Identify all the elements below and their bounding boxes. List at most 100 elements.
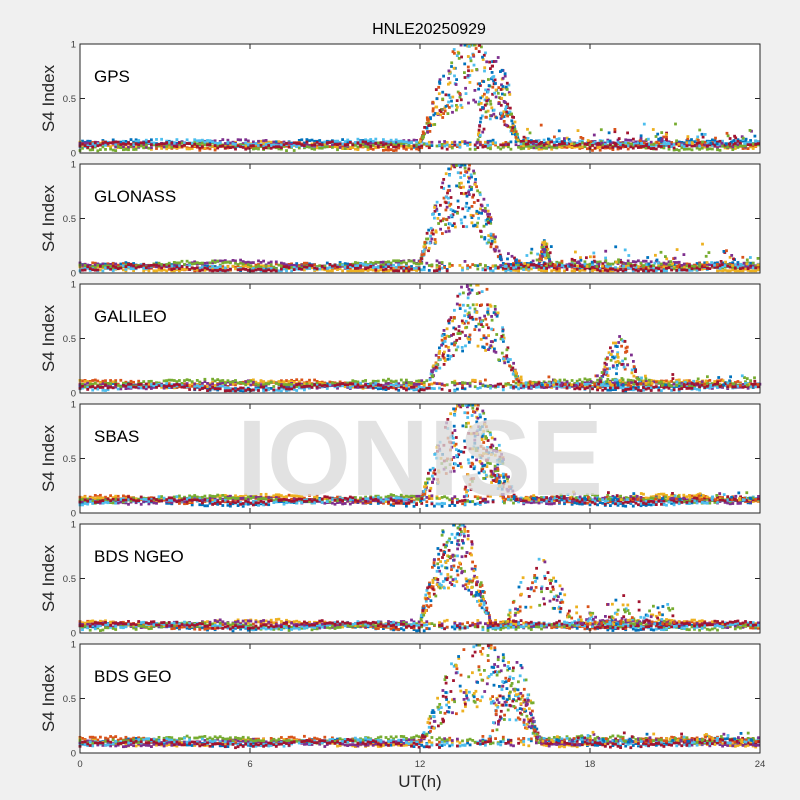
data-point (693, 144, 696, 148)
data-point (351, 269, 355, 273)
data-point (718, 383, 722, 387)
data-point (504, 384, 508, 387)
data-point (252, 140, 255, 144)
data-point (670, 268, 673, 272)
data-point (264, 383, 268, 387)
data-point (313, 139, 316, 143)
data-point (657, 265, 661, 269)
data-point (318, 381, 322, 385)
data-point (195, 142, 199, 146)
data-point (507, 143, 510, 146)
data-point (535, 143, 538, 147)
data-point (429, 116, 432, 119)
data-point (241, 264, 245, 268)
data-point (267, 261, 271, 265)
data-point (287, 264, 291, 268)
data-point (642, 269, 645, 273)
data-point (744, 380, 747, 384)
data-point (374, 266, 378, 269)
data-point (167, 142, 171, 146)
data-point (206, 385, 209, 388)
data-point (436, 217, 440, 220)
data-point (744, 140, 747, 143)
data-point (473, 264, 477, 267)
data-point (732, 257, 735, 261)
data-point (111, 140, 115, 144)
data-point (280, 389, 283, 393)
data-point (555, 264, 559, 268)
data-point (741, 266, 745, 270)
data-point (451, 209, 455, 213)
data-point (746, 265, 750, 269)
data-point (736, 261, 740, 264)
data-point (101, 269, 105, 273)
data-point (394, 141, 398, 145)
data-point (211, 387, 214, 391)
data-point (111, 382, 115, 385)
data-point (93, 378, 97, 382)
data-point (338, 140, 342, 144)
data-point (282, 380, 286, 384)
data-point (487, 84, 491, 87)
data-point (739, 144, 742, 147)
data-point (325, 145, 329, 149)
data-point (440, 382, 444, 386)
data-point (379, 268, 383, 272)
data-point (142, 141, 146, 145)
data-point (361, 140, 365, 144)
data-point (532, 144, 536, 147)
data-point (613, 130, 617, 134)
data-point (195, 139, 199, 143)
data-point (421, 134, 425, 138)
data-point (564, 264, 568, 268)
data-point (491, 75, 494, 79)
data-point (213, 139, 217, 143)
data-point (88, 139, 92, 143)
data-point (718, 264, 722, 268)
data-point (642, 379, 645, 383)
data-point (175, 268, 179, 272)
data-point (190, 266, 194, 270)
data-point (267, 146, 271, 150)
data-point (292, 149, 296, 152)
data-point (142, 266, 146, 270)
data-point (274, 140, 278, 144)
data-point (374, 380, 378, 383)
data-point (537, 144, 541, 148)
data-point (410, 267, 413, 271)
data-point (292, 268, 296, 271)
data-point (463, 43, 467, 47)
data-point (626, 142, 630, 145)
data-point (361, 144, 365, 148)
data-point (331, 381, 334, 385)
data-point (88, 142, 92, 146)
data-point (384, 142, 388, 146)
data-point (382, 143, 385, 147)
data-point (382, 148, 385, 152)
data-point (180, 384, 184, 387)
data-point (476, 189, 479, 193)
data-point (616, 269, 620, 273)
data-point (394, 145, 398, 149)
data-point (526, 137, 530, 140)
data-point (604, 259, 608, 263)
data-point (338, 380, 342, 384)
data-point (449, 167, 452, 171)
data-point (139, 144, 143, 148)
data-point (624, 145, 628, 148)
data-point (476, 82, 480, 86)
data-point (703, 145, 707, 149)
data-point (325, 382, 329, 386)
data-point (677, 378, 681, 382)
data-point (591, 265, 594, 269)
data-point (226, 145, 230, 149)
data-point (392, 140, 395, 144)
data-point (583, 377, 587, 381)
data-point (160, 384, 163, 387)
data-point (369, 268, 373, 271)
data-point (656, 132, 660, 136)
y-tick-label: 0.5 (63, 214, 76, 225)
data-point (180, 259, 184, 263)
data-point (467, 180, 470, 184)
data-point (165, 147, 169, 151)
